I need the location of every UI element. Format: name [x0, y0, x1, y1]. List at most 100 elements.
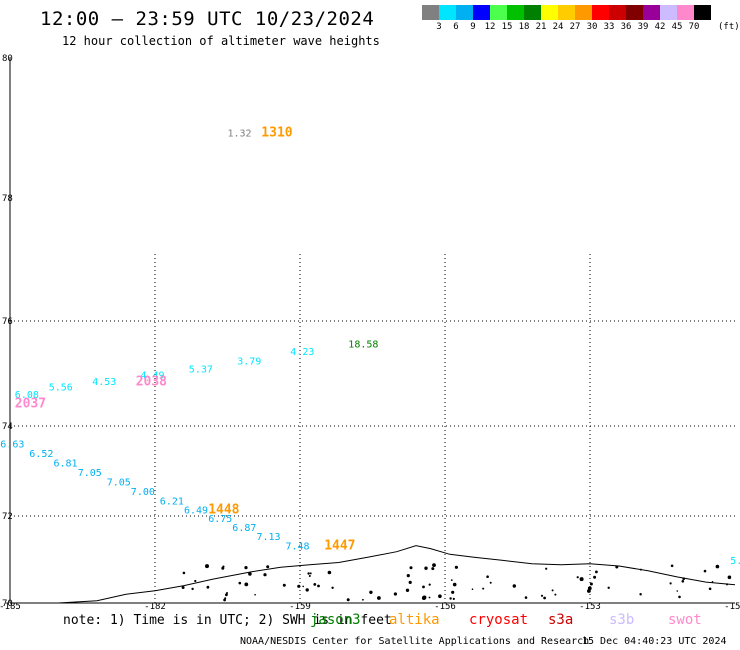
- lake-dot: [551, 589, 554, 592]
- lake-dot: [223, 598, 227, 602]
- lake-dot: [543, 596, 546, 600]
- satellite-label-jason3: jason3: [310, 612, 361, 628]
- lake-dot: [238, 581, 242, 585]
- lake-dot: [670, 564, 674, 568]
- wave-height-label: 7.05: [107, 477, 131, 488]
- wave-height-label: 7.00: [131, 487, 155, 498]
- wave-height-label: 3.79: [237, 357, 261, 368]
- lake-dot: [545, 567, 548, 570]
- legend-swatch: [626, 5, 643, 20]
- legend-tick-label: 21: [535, 22, 547, 32]
- lake-dot: [226, 592, 228, 594]
- color-legend: 3 6 9 12 15 18 21 24 27 30 33 36 39 42 45 70 (ft): [422, 5, 740, 35]
- lake-dot: [607, 586, 610, 589]
- lake-dot: [438, 594, 442, 598]
- legend-swatch: [609, 5, 626, 20]
- lake-dot: [589, 582, 593, 586]
- legend-swatch: [490, 5, 507, 20]
- wave-height-label: 5.37: [189, 365, 213, 376]
- footer-agency: NOAA/NESDIS Center for Satellite Applica…: [240, 636, 590, 647]
- wave-height-label: 5.56: [49, 382, 73, 393]
- legend-swatch: [541, 5, 558, 20]
- satellite-label-swot: swot: [668, 612, 702, 628]
- lake-dot: [313, 583, 317, 586]
- lake-dot: [317, 584, 320, 588]
- legend-swatch: [524, 5, 541, 20]
- wave-height-label: 4.23: [290, 347, 314, 358]
- coastline: [10, 545, 736, 604]
- lake-dot: [424, 566, 428, 570]
- lake-dot: [307, 572, 310, 575]
- lon-label: -159: [289, 602, 311, 612]
- lake-dot: [540, 594, 544, 597]
- lake-dot: [452, 597, 455, 601]
- wave-height-label: 6.87: [232, 523, 256, 534]
- lake-dot: [676, 590, 679, 592]
- legend-swatch: [677, 5, 694, 20]
- legend-tick-label: 15: [501, 22, 513, 32]
- lake-dot: [639, 593, 642, 596]
- note-text: note: 1) Time is in UTC; 2) SWH is in fe…: [63, 613, 392, 628]
- legend-tick-label: 33: [603, 22, 615, 32]
- page-title: 12:00 – 23:59 UTC 10/23/2024: [40, 8, 375, 30]
- lake-dot: [244, 582, 249, 587]
- lake-dot: [422, 585, 425, 589]
- legend-tick-label: 12: [484, 22, 496, 32]
- wave-height-label: 6.49: [184, 505, 208, 516]
- wave-height-label: 6.08: [15, 390, 39, 401]
- lake-dot: [421, 596, 426, 600]
- legend-tick-label: 3: [436, 22, 442, 32]
- lake-dot: [576, 576, 579, 579]
- lake-dot: [678, 595, 681, 599]
- lake-dot: [639, 568, 642, 571]
- legend-tick-label: 36: [620, 22, 632, 32]
- wave-height-label: 1.32: [228, 128, 252, 139]
- footer-timestamp: 15 Dec 04:40:23 UTC 2024: [582, 636, 727, 647]
- lake-dot: [452, 582, 457, 587]
- lake-dot: [595, 570, 598, 574]
- lake-dot: [331, 586, 334, 589]
- lat-label: 80: [2, 54, 13, 64]
- lake-dot: [486, 575, 489, 578]
- wave-height-label: 6.63: [0, 440, 24, 451]
- lake-dot: [377, 596, 381, 600]
- wave-height-label: 7.48: [286, 542, 310, 553]
- legend-tick-label: 27: [569, 22, 581, 32]
- wave-height-label: 7.05: [78, 468, 102, 479]
- track-id-label: 2038: [136, 375, 167, 390]
- lake-dot: [431, 567, 435, 571]
- legend-swatch: [507, 5, 524, 20]
- lake-dot: [725, 583, 729, 586]
- lake-dot: [248, 572, 252, 576]
- lake-dot: [194, 579, 197, 583]
- lon-label: -153: [579, 602, 601, 612]
- legend-swatch: [575, 5, 592, 20]
- lake-dot: [703, 569, 707, 573]
- lake-dot: [263, 573, 267, 577]
- lake-dot: [409, 566, 413, 570]
- satellite-label-s3a: s3a: [548, 612, 574, 628]
- lat-label: 72: [2, 512, 13, 522]
- lake-dot: [222, 565, 225, 568]
- lake-dot: [346, 598, 350, 602]
- lake-dot: [302, 585, 305, 588]
- lake-dot: [711, 581, 714, 583]
- lake-dot: [369, 590, 373, 594]
- wave-height-label: 5.: [730, 556, 740, 567]
- lake-dot: [181, 586, 185, 589]
- wave-height-label: 18.58: [348, 339, 378, 350]
- wave-height-label: 6.75: [208, 514, 232, 525]
- legend-units: (ft): [718, 22, 740, 32]
- lake-dot: [225, 593, 228, 597]
- wave-height-label: 4.49: [141, 371, 165, 382]
- legend-swatch: [592, 5, 609, 20]
- legend-tick-label: 45: [671, 22, 683, 32]
- lake-dot: [405, 588, 410, 592]
- lake-dot: [681, 580, 685, 583]
- lake-dot: [254, 593, 256, 596]
- lake-dot: [579, 577, 584, 582]
- lake-dot: [482, 587, 485, 590]
- legend-swatch: [694, 5, 711, 20]
- lat-label: 78: [2, 194, 13, 204]
